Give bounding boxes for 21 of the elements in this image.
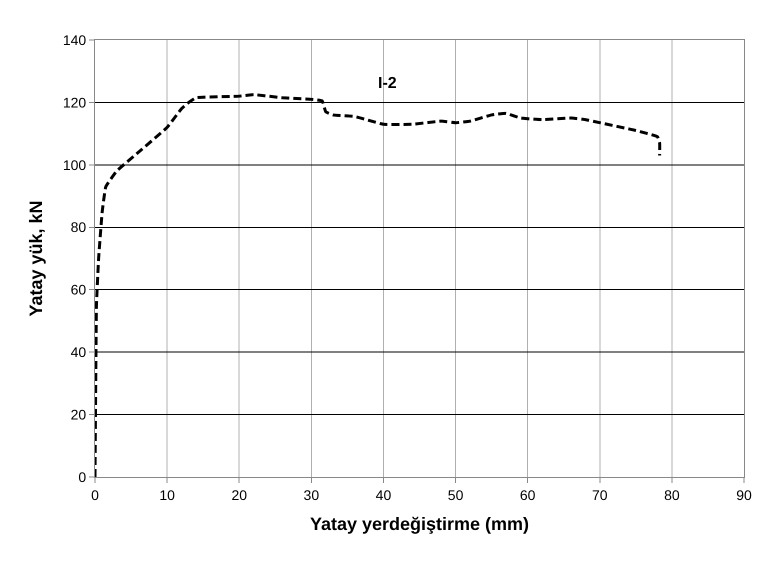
y-tick-label: 100 [62, 156, 86, 173]
x-tick-label: 0 [91, 486, 100, 503]
x-tick-label: 50 [448, 486, 464, 503]
x-tick-label: 30 [304, 486, 320, 503]
y-tick-label: 60 [70, 282, 86, 298]
x-tick-label: 60 [520, 486, 536, 503]
y-tick-label: 140 [62, 32, 86, 48]
y-tick-label: 0 [78, 468, 86, 485]
y-axis-title: Yatay yük, kN [26, 200, 46, 317]
y-tick-label: 120 [62, 94, 86, 110]
x-tick-label: 10 [159, 486, 176, 503]
y-tick-label: 80 [70, 219, 86, 236]
x-tick-label: 90 [736, 486, 752, 503]
x-tick-label: 70 [592, 486, 608, 503]
y-tick-label: 40 [70, 344, 86, 360]
annotation: I-2 [378, 75, 397, 92]
x-tick-label: 20 [231, 486, 248, 503]
x-axis-title: Yatay yerdeğiştirme (mm) [310, 514, 530, 534]
x-tick-label: 40 [376, 486, 392, 503]
x-tick-label: 80 [664, 486, 680, 503]
y-tick-label: 20 [70, 406, 86, 422]
